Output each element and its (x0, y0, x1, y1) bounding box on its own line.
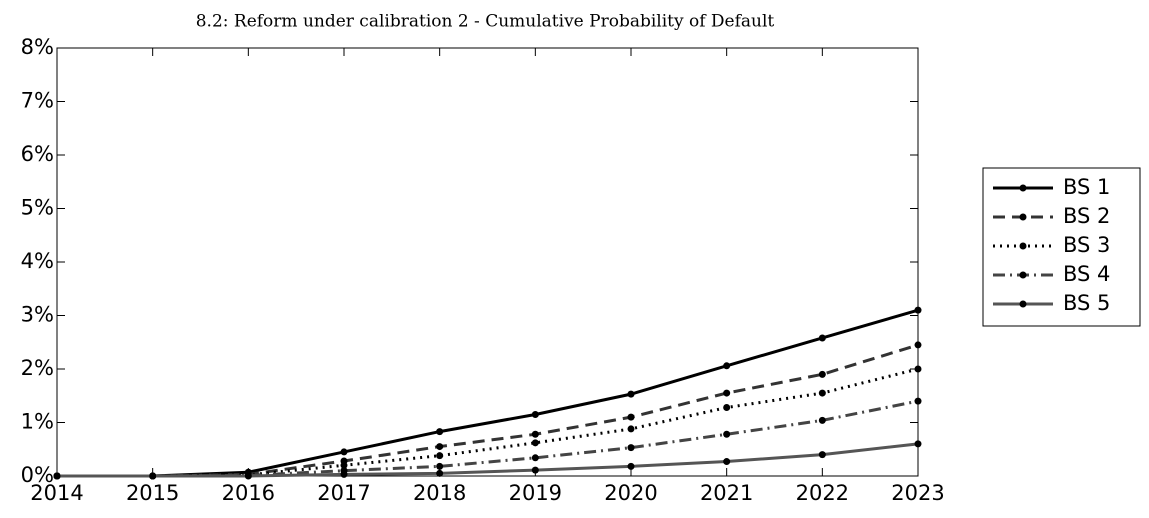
x-tick-label: 2023 (891, 481, 944, 505)
y-tick-label: 1% (21, 410, 54, 434)
legend-label: BS 2 (1063, 204, 1110, 228)
x-tick-label: 2019 (509, 481, 562, 505)
point (914, 306, 922, 314)
point (818, 334, 826, 342)
point (340, 461, 348, 469)
legend-label: BS 5 (1063, 291, 1110, 315)
plot-frame (56, 47, 919, 477)
x-tick-label: 2018 (413, 481, 466, 505)
y-tick-label: 3% (21, 303, 54, 327)
legend-marker (1019, 213, 1027, 221)
point (436, 452, 444, 460)
point (436, 469, 444, 477)
point (531, 439, 539, 447)
y-tick-label: 8% (21, 35, 54, 59)
legend-marker (1019, 300, 1027, 308)
point (627, 462, 635, 470)
point (340, 448, 348, 456)
x-tick-label: 2017 (317, 481, 370, 505)
x-tick-label: 2020 (604, 481, 657, 505)
point (723, 389, 731, 397)
point (627, 444, 635, 452)
chart-title: 8.2: Reform under calibration 2 - Cumula… (196, 12, 775, 32)
x-tick-label: 2021 (700, 481, 753, 505)
x-tick-label: 2016 (222, 481, 275, 505)
y-tick-label: 6% (21, 142, 54, 166)
point (723, 458, 731, 466)
point (340, 470, 348, 478)
point (818, 370, 826, 378)
point (531, 466, 539, 474)
point (914, 440, 922, 448)
point (627, 425, 635, 433)
point (53, 472, 61, 480)
legend-label: BS 3 (1063, 233, 1110, 257)
legend-marker (1019, 242, 1027, 250)
point (627, 390, 635, 398)
point (436, 462, 444, 470)
legend-marker (1019, 184, 1027, 192)
point (914, 397, 922, 405)
point (914, 365, 922, 373)
point (723, 430, 731, 438)
point (818, 416, 826, 424)
x-tick-label: 2014 (30, 481, 83, 505)
legend-marker (1019, 271, 1027, 279)
series-line (57, 399, 919, 478)
point (914, 341, 922, 349)
point (149, 472, 157, 480)
y-tick-label: 5% (21, 196, 54, 220)
point (818, 389, 826, 397)
point (723, 362, 731, 370)
x-tick-label: 2022 (796, 481, 849, 505)
legend-label: BS 4 (1063, 262, 1110, 286)
series-line (57, 308, 919, 478)
y-tick-label: 7% (21, 89, 54, 113)
y-tick-label: 0% (21, 463, 54, 487)
point (531, 454, 539, 462)
point (818, 451, 826, 459)
point (436, 428, 444, 436)
point (244, 472, 252, 480)
point (531, 410, 539, 418)
x-tick-label: 2015 (126, 481, 179, 505)
y-tick-label: 2% (21, 356, 54, 380)
point (531, 430, 539, 438)
series-line (57, 442, 919, 478)
y-tick-label: 4% (21, 249, 54, 273)
legend-label: BS 1 (1063, 175, 1110, 199)
point (436, 443, 444, 451)
legend-box (982, 167, 1141, 327)
point (627, 413, 635, 421)
point (723, 404, 731, 412)
